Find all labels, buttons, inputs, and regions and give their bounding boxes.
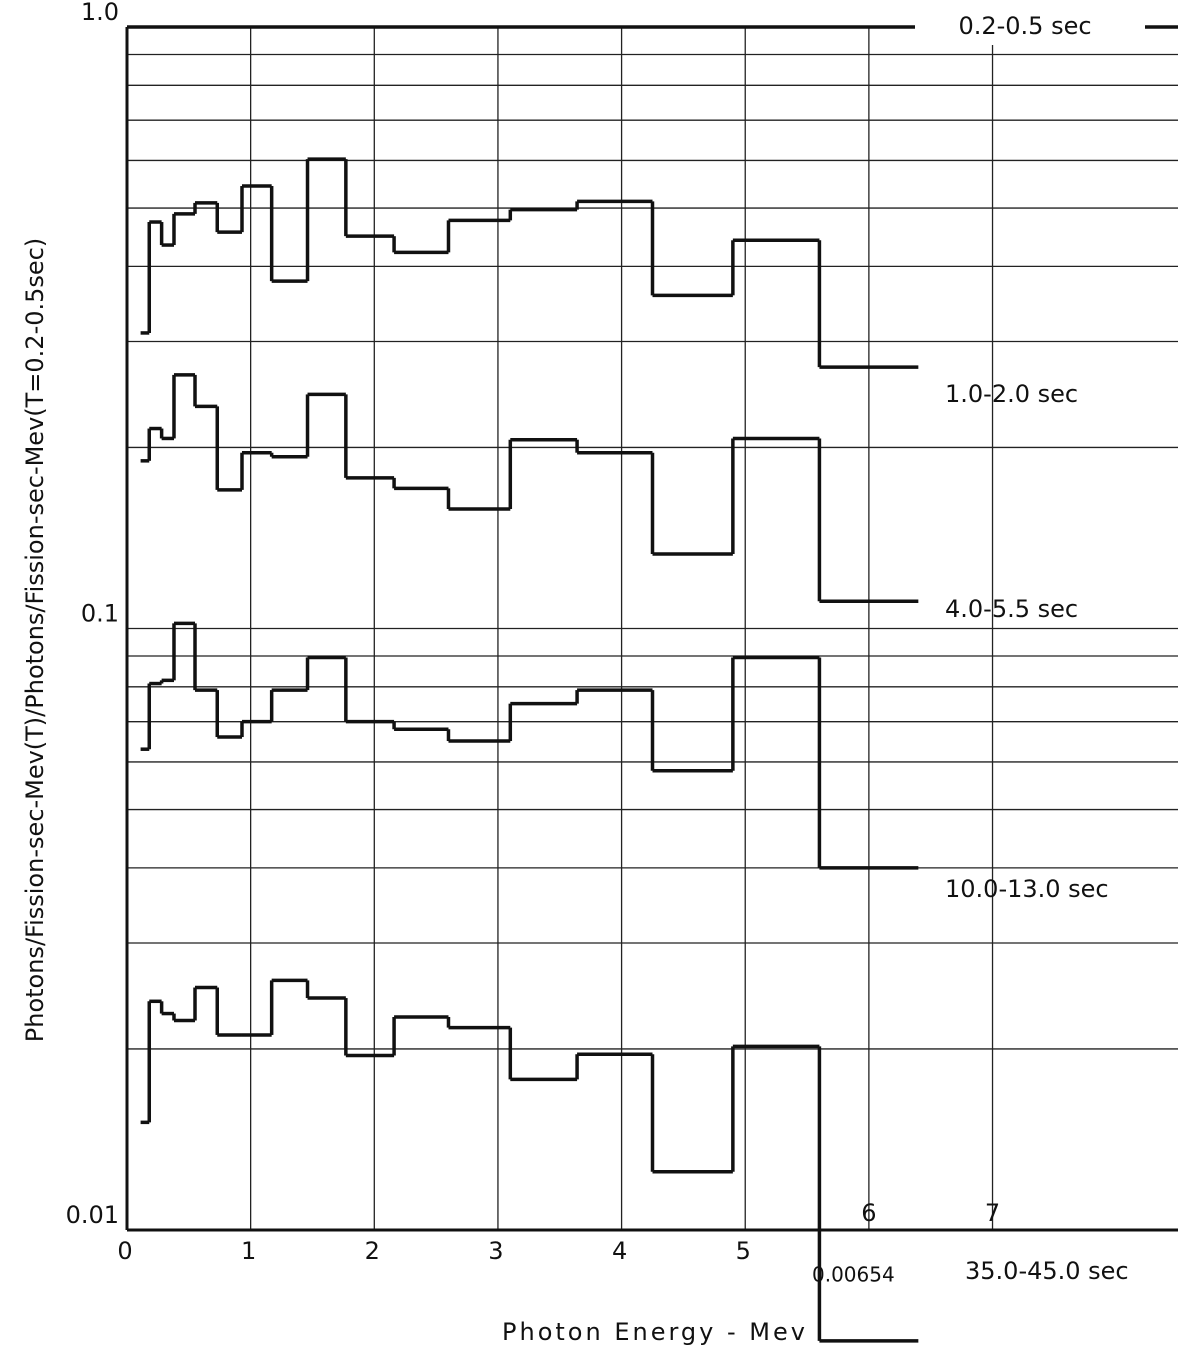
series-label: 0.2-0.5 sec — [958, 12, 1091, 40]
x-axis-label: Photon Energy - Mev — [502, 1318, 808, 1346]
series-label: 10.0-13.0 sec — [945, 875, 1109, 903]
y-axis-label: Photons/Fission-sec-Mev(T)/Photons/Fissi… — [21, 238, 49, 1042]
series-label: 35.0-45.0 sec — [965, 1257, 1129, 1285]
x-tick-label: 6 — [861, 1199, 876, 1227]
x-tick-label: 5 — [736, 1237, 751, 1265]
series-label: 4.0-5.5 sec — [945, 595, 1078, 623]
x-tick-label: 0 — [117, 1237, 132, 1265]
x-tick-label: 2 — [365, 1237, 380, 1265]
y-tick-label: 0.01 — [66, 1201, 119, 1229]
x-tick-label: 3 — [488, 1237, 503, 1265]
x-tick-label: 4 — [612, 1237, 627, 1265]
series-label: 1.0-2.0 sec — [945, 380, 1078, 408]
data-label: 0.00654 — [812, 1263, 895, 1287]
x-tick-label: 7 — [985, 1199, 1000, 1227]
y-tick-label: 1.0 — [81, 0, 119, 26]
x-tick-label: 1 — [241, 1237, 256, 1265]
y-tick-label: 0.1 — [81, 600, 119, 628]
legend-background — [915, 9, 1145, 45]
